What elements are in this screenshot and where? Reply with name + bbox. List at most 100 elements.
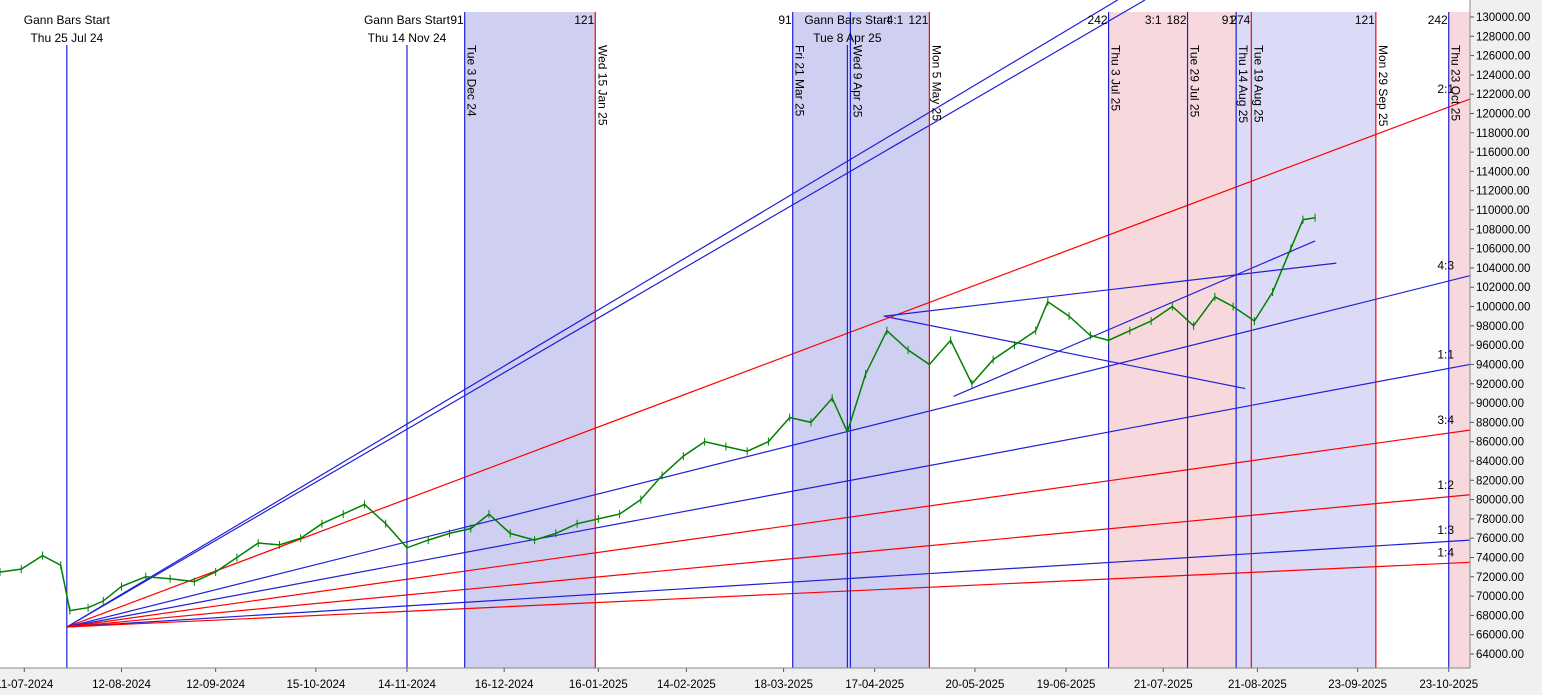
y-tick-label: 82000.00	[1476, 475, 1524, 487]
bar-count-label: 242	[1088, 13, 1108, 27]
marker-date-label: Mon 29 Sep 25	[1376, 45, 1390, 127]
gann-ratio-label: 1:3	[1437, 523, 1454, 537]
y-tick-label: 98000.00	[1476, 321, 1524, 333]
gann-ratio-label: 1:4	[1437, 545, 1454, 559]
marker-date-label: Thu 25 Jul 24	[30, 31, 103, 45]
y-tick-label: 74000.00	[1476, 552, 1524, 564]
x-tick-label: 19-06-2025	[1037, 679, 1096, 691]
marker-date-label: Thu 3 Jul 25	[1109, 45, 1123, 111]
bar-count-label: 121	[574, 13, 594, 27]
marker-ratio-label: 3:1	[1145, 13, 1162, 27]
y-tick-label: 128000.00	[1476, 31, 1530, 43]
gann-ratio-label: 1:1	[1437, 347, 1454, 361]
gann-ratio-label: 1:2	[1437, 478, 1454, 492]
x-tick-label: 20-05-2025	[946, 679, 1005, 691]
marker-date-label: Thu 23 Oct 25	[1449, 45, 1463, 121]
x-tick-label: 21-07-2025	[1134, 679, 1193, 691]
marker-date-label: Tue 19 Aug 25	[1251, 45, 1265, 123]
y-tick-label: 130000.00	[1476, 12, 1530, 24]
axes: 64000.00 66000.00 68000.00 70000.00 72000.00…	[0, 12, 1530, 691]
y-tick-label: 116000.00	[1476, 147, 1530, 159]
y-tick-label: 126000.00	[1476, 51, 1530, 63]
y-tick-label: 96000.00	[1476, 340, 1524, 352]
y-tick-label: 108000.00	[1476, 224, 1530, 236]
marker-date-label: Thu 14 Aug 25	[1236, 45, 1250, 123]
y-tick-label: 114000.00	[1476, 166, 1530, 178]
shaded-zone	[1236, 12, 1376, 668]
gann-ratio-label: 4:3	[1437, 259, 1454, 273]
y-tick-label: 76000.00	[1476, 533, 1524, 545]
y-tick-label: 68000.00	[1476, 610, 1524, 622]
y-tick-label: 104000.00	[1476, 263, 1530, 275]
x-tick-label: 17-04-2025	[845, 679, 904, 691]
shaded-zone	[792, 12, 930, 668]
y-tick-label: 124000.00	[1476, 70, 1530, 82]
marker-date-label: Mon 5 May 25	[929, 45, 943, 121]
x-tick-label: 23-09-2025	[1328, 679, 1387, 691]
bar-count-label: 91	[450, 13, 464, 27]
marker-date-label: Wed 15 Jan 25	[595, 45, 609, 126]
marker-start-label: Gann Bars Start	[364, 13, 451, 27]
x-tick-label: 15-10-2024	[286, 679, 345, 691]
marker-date-label: Tue 29 Jul 25	[1188, 45, 1202, 118]
gann-ratio-label: 2:1	[1437, 82, 1454, 96]
y-tick-label: 94000.00	[1476, 359, 1524, 371]
y-tick-label: 86000.00	[1476, 437, 1524, 449]
y-tick-label: 80000.00	[1476, 495, 1524, 507]
bar-count-label: 91	[778, 13, 792, 27]
y-tick-label: 64000.00	[1476, 649, 1524, 661]
y-tick-label: 106000.00	[1476, 244, 1530, 256]
marker-date-label: Thu 14 Nov 24	[368, 31, 447, 45]
y-tick-label: 120000.00	[1476, 109, 1530, 121]
gann-line	[883, 262, 1337, 317]
y-tick-label: 92000.00	[1476, 379, 1524, 391]
y-tick-label: 100000.00	[1476, 302, 1530, 314]
y-tick-label: 88000.00	[1476, 417, 1524, 429]
shaded-zone	[1108, 12, 1237, 668]
x-tick-label: 12-09-2024	[186, 679, 245, 691]
y-tick-label: 112000.00	[1476, 186, 1530, 198]
y-tick-label: 102000.00	[1476, 282, 1530, 294]
gann-line	[66, 0, 1118, 628]
y-tick-label: 72000.00	[1476, 572, 1524, 584]
bar-count-label: 274	[1230, 13, 1250, 27]
gann-line	[66, 0, 1146, 628]
y-tick-label: 90000.00	[1476, 398, 1524, 410]
shaded-zone	[464, 12, 596, 668]
marker-start-label: Gann Bars Start	[24, 13, 111, 27]
y-tick-label: 122000.00	[1476, 89, 1530, 101]
x-tick-label: 16-12-2024	[475, 679, 534, 691]
marker-date-label: Tue 8 Apr 25	[813, 31, 882, 45]
bar-count-label: 121	[1355, 13, 1375, 27]
plot-area	[0, 0, 1470, 668]
gann-line	[953, 240, 1316, 397]
gann-line	[883, 315, 1246, 390]
x-tick-label: 21-08-2025	[1228, 679, 1287, 691]
x-tick-label: 18-03-2025	[754, 679, 813, 691]
marker-start-label: Gann Bars Start	[804, 13, 891, 27]
x-tick-label: 23-10-2025	[1419, 679, 1478, 691]
x-tick-label: 12-08-2024	[92, 679, 151, 691]
x-tick-label: 16-01-2025	[569, 679, 628, 691]
x-tick-label: 14-02-2025	[657, 679, 716, 691]
y-tick-label: 66000.00	[1476, 630, 1524, 642]
plot	[0, 0, 1470, 668]
gann-ratio-label: 3:4	[1437, 413, 1454, 427]
marker-date-label: Tue 3 Dec 24	[465, 45, 479, 117]
y-tick-label: 110000.00	[1476, 205, 1530, 217]
price-line	[0, 216, 1316, 612]
y-tick-label: 78000.00	[1476, 514, 1524, 526]
marker-date-label: Wed 9 Apr 25	[850, 45, 864, 118]
x-tick-label: 11-07-2024	[0, 679, 54, 691]
marker-ratio-label: 4:1	[887, 13, 904, 27]
bar-count-label: 121	[908, 13, 928, 27]
y-tick-label: 70000.00	[1476, 591, 1524, 603]
y-tick-label: 118000.00	[1476, 128, 1530, 140]
shaded-zone	[1448, 12, 1470, 668]
bar-count-label: 242	[1428, 13, 1448, 27]
y-tick-label: 84000.00	[1476, 456, 1524, 468]
x-tick-label: 14-11-2024	[378, 679, 437, 691]
marker-date-label: Fri 21 Mar 25	[793, 45, 807, 117]
